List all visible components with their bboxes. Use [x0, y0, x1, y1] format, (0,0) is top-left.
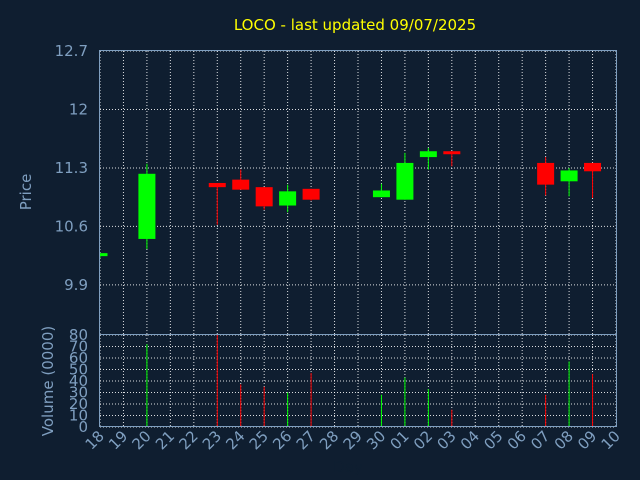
volume-tick-label: 0	[78, 418, 88, 436]
price-tick-label: 11.3	[55, 159, 88, 177]
x-axis-label: Day	[333, 458, 363, 476]
candle-body	[443, 151, 461, 155]
candle-body	[138, 173, 156, 239]
x-tick-label: 02	[410, 427, 436, 453]
candle-body	[419, 151, 437, 158]
x-tick-label: 07	[527, 427, 553, 453]
candle-body	[302, 188, 320, 200]
x-tick-label: 08	[551, 427, 577, 453]
price-candles	[99, 147, 602, 259]
candle-body	[396, 162, 414, 200]
volume-tick-label: 50	[69, 361, 88, 379]
candle-body	[560, 170, 578, 182]
candle-body	[372, 190, 390, 198]
x-tick-label: 03	[433, 427, 459, 453]
candle-body	[255, 187, 273, 207]
x-tick-label: 30	[363, 427, 389, 453]
x-tick-label: 06	[504, 427, 530, 453]
x-tick-label: 20	[129, 427, 155, 453]
price-axis-label: Price	[17, 174, 35, 211]
volume-tick-label: 40	[69, 372, 88, 390]
volume-tick-label: 20	[69, 395, 88, 413]
x-tick-label: 05	[480, 427, 506, 453]
x-tick-label: 22	[175, 427, 201, 453]
x-axis-ticks: 1819202122232425262728293001020304050607…	[82, 427, 624, 453]
price-tick-label: 10.6	[55, 217, 88, 235]
candle-body	[279, 191, 297, 206]
volume-panel-frame	[99, 334, 617, 427]
x-tick-label: 19	[105, 427, 131, 453]
price-grid	[99, 50, 617, 335]
volume-tick-label: 30	[69, 384, 88, 402]
volume-bars	[146, 335, 594, 427]
x-tick-label: 04	[457, 427, 483, 453]
price-axis-ticks: 9.9 10.6 11.3 12 12.7	[55, 42, 88, 294]
x-tick-label: 21	[152, 427, 178, 453]
x-tick-label: 27	[293, 427, 319, 453]
price-tick-label: 9.9	[64, 276, 88, 294]
price-tick-label: 12	[69, 100, 88, 118]
candle-body	[208, 182, 226, 188]
x-tick-label: 09	[574, 427, 600, 453]
x-tick-label: 23	[199, 427, 225, 453]
x-tick-label: 28	[316, 427, 342, 453]
candle-body	[584, 162, 602, 172]
volume-grid	[99, 334, 617, 428]
x-tick-label: 10	[598, 427, 624, 453]
volume-tick-label: 10	[69, 407, 88, 425]
volume-axis-label: Volume (0000)	[39, 326, 57, 436]
candle-body	[537, 162, 555, 185]
chart-title: LOCO - last updated 09/07/2025	[234, 16, 476, 34]
x-tick-label: 29	[340, 427, 366, 453]
candle-body	[232, 179, 250, 190]
volume-tick-label: 80	[69, 326, 88, 344]
volume-tick-label: 60	[69, 349, 88, 367]
price-tick-label: 12.7	[55, 42, 88, 60]
x-tick-label: 25	[246, 427, 272, 453]
x-tick-label: 26	[269, 427, 295, 453]
x-tick-label: 01	[387, 427, 413, 453]
candle-body	[100, 253, 108, 257]
x-tick-label: 24	[222, 427, 248, 453]
volume-tick-label: 70	[69, 338, 88, 356]
